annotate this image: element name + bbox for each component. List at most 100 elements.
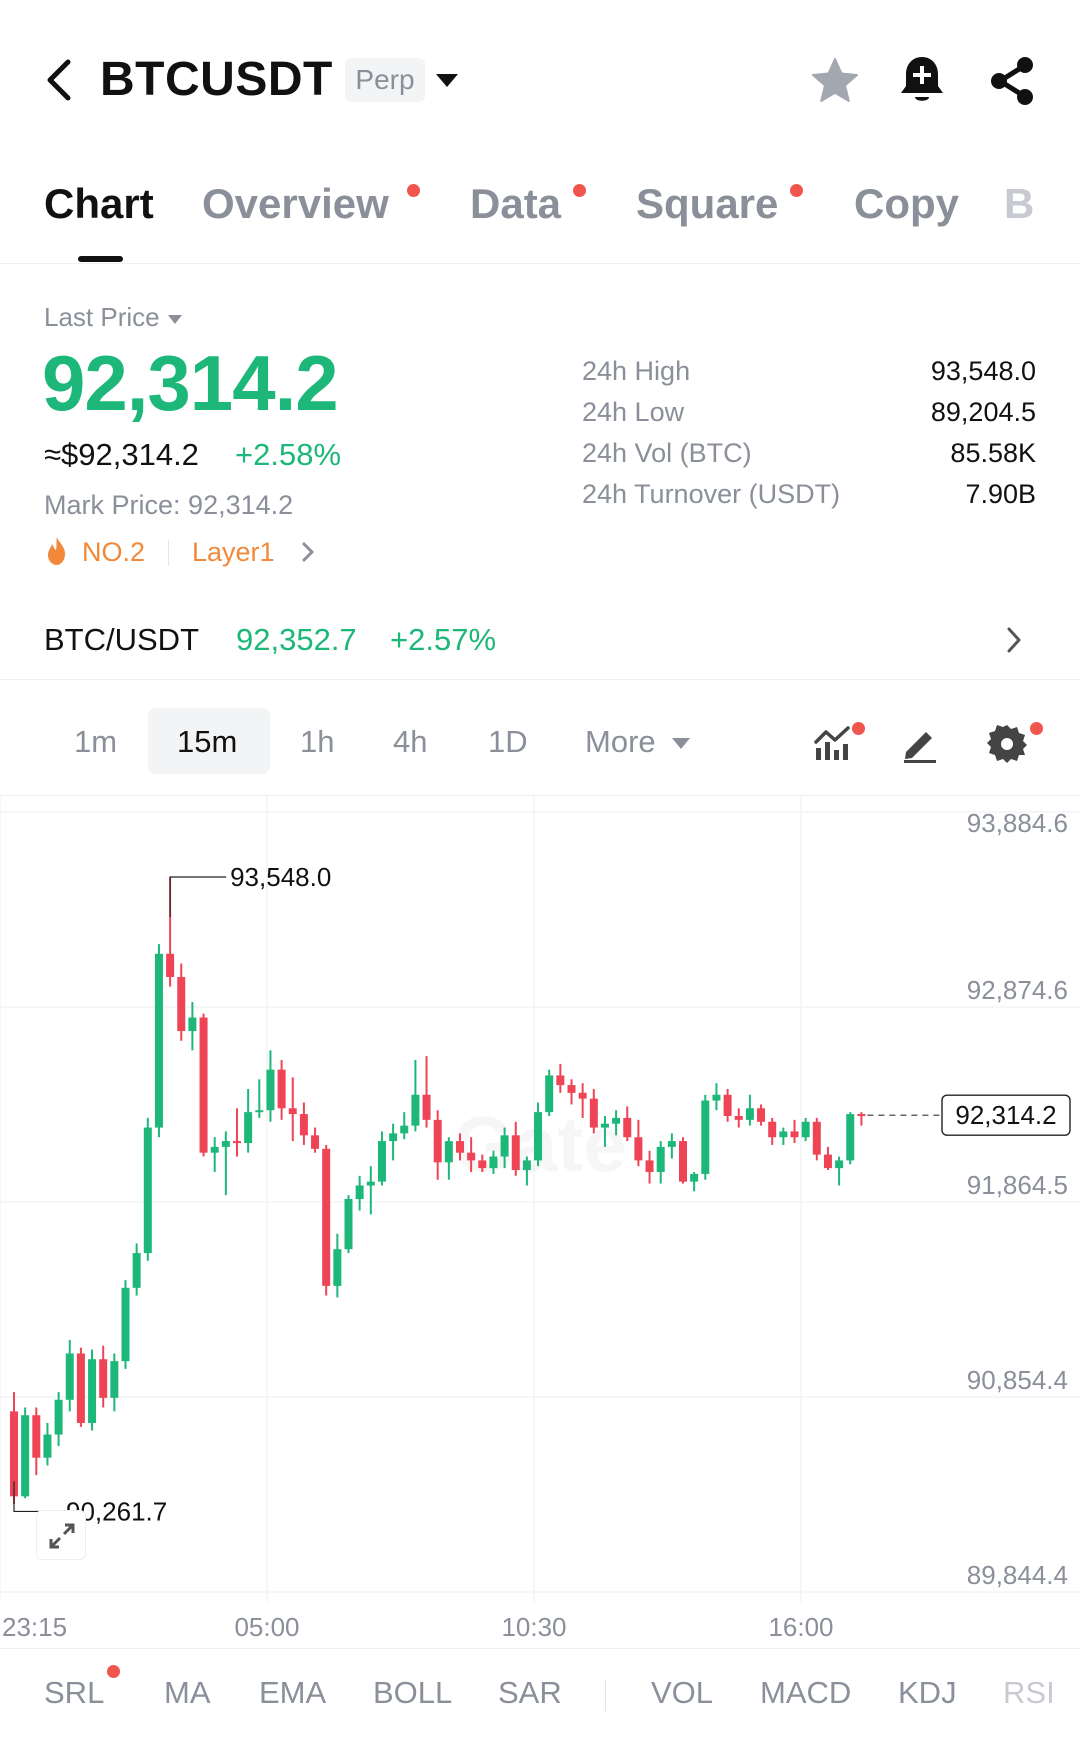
indicator-boll[interactable]: BOLL [373, 1675, 453, 1710]
chevron-right-icon[interactable] [300, 540, 316, 564]
candle-body [757, 1108, 766, 1122]
settings-gear-icon[interactable] [986, 722, 1028, 764]
candle [288, 1077, 297, 1142]
candle-body [221, 1141, 230, 1147]
candle-body [779, 1131, 788, 1138]
interval-more[interactable]: More [585, 724, 691, 760]
candle-body [88, 1359, 97, 1423]
candle [567, 1079, 576, 1105]
candle-body [288, 1108, 297, 1115]
candle [76, 1347, 85, 1427]
candle-body [768, 1121, 777, 1138]
indicator-ema[interactable]: EMA [259, 1675, 327, 1710]
candle [522, 1156, 531, 1186]
high-marker-line [169, 876, 227, 917]
tab-copy[interactable]: Copy [854, 180, 959, 227]
interval-1m[interactable]: 1m [74, 724, 118, 759]
candle [857, 1112, 866, 1126]
tab-data[interactable]: Data [470, 180, 562, 227]
candle [422, 1056, 431, 1128]
section-tabs: Chart Overview Data Square Copy B [0, 180, 1080, 264]
spot-market-row[interactable]: BTC/USDT 92,352.7 +2.57% [0, 610, 1080, 680]
candle [344, 1195, 353, 1254]
interval-1d[interactable]: 1D [488, 724, 528, 759]
candle [143, 1117, 152, 1261]
favorite-star-icon[interactable] [810, 56, 860, 106]
candle-body [277, 1069, 286, 1109]
candle-body [656, 1146, 665, 1172]
candle [634, 1119, 643, 1167]
interval-15m[interactable]: 15m [177, 724, 238, 759]
settings-notification-dot [1030, 722, 1043, 735]
candle-body [723, 1094, 732, 1116]
draw-pencil-icon[interactable] [898, 722, 940, 764]
indicator-macd[interactable]: MACD [760, 1675, 852, 1710]
mark-price-label: Mark Price: [44, 490, 181, 520]
candle [355, 1175, 364, 1211]
indicator-kdj[interactable]: KDJ [898, 1675, 957, 1710]
indicator-rsi[interactable]: RSI [1003, 1675, 1055, 1710]
tab-overview[interactable]: Overview [202, 180, 389, 227]
candle [734, 1108, 743, 1128]
candle [244, 1088, 253, 1153]
interval-4h[interactable]: 4h [393, 724, 428, 759]
last-price-value: 92,314.2 [42, 339, 339, 427]
tab-more-partial[interactable]: B [1004, 180, 1035, 227]
tab-chart[interactable]: Chart [44, 180, 154, 227]
share-icon[interactable] [988, 56, 1036, 106]
candle-body [712, 1094, 721, 1101]
candle-body [99, 1359, 108, 1398]
rank-badge[interactable]: NO.2 [82, 537, 146, 567]
candle [835, 1156, 844, 1186]
tab-square[interactable]: Square [636, 180, 779, 227]
indicator-chart-icon[interactable] [812, 722, 854, 764]
candle-body [255, 1110, 264, 1113]
indicator-srl[interactable]: SRL [44, 1675, 105, 1710]
candle [757, 1104, 766, 1126]
last-price-selector[interactable]: Last Price [44, 302, 182, 333]
stat-24h-low-label: 24h Low [582, 397, 685, 427]
y-axis-tick-label: 89,844.4 [967, 1560, 1068, 1590]
candle-body [612, 1117, 621, 1124]
candle [801, 1117, 810, 1142]
price-alert-bell-icon[interactable] [898, 54, 946, 106]
candle [812, 1117, 821, 1161]
candle [456, 1133, 464, 1161]
candle [43, 1422, 52, 1466]
candle [154, 944, 163, 1138]
back-arrow-icon[interactable] [40, 58, 80, 102]
candle [121, 1280, 130, 1369]
candle [21, 1407, 30, 1499]
indicator-vol[interactable]: VOL [651, 1675, 714, 1710]
sector-tag[interactable]: Layer1 [192, 537, 275, 567]
price-chart[interactable]: Gate 93,548.090,261.792,314.2 93,884.692… [0, 796, 1080, 1640]
candle-body [54, 1399, 63, 1435]
current-price-tag [941, 1094, 1071, 1136]
stat-24h-low-value: 89,204.5 [930, 397, 1036, 427]
candle [366, 1166, 375, 1215]
candle-body [188, 1017, 197, 1032]
indicator-sar[interactable]: SAR [498, 1675, 562, 1710]
fullscreen-button[interactable] [36, 1510, 86, 1560]
more-caret-icon [672, 738, 691, 750]
candle [667, 1133, 676, 1159]
candle-body [411, 1094, 420, 1126]
candle [701, 1094, 710, 1180]
candlestick-chart[interactable]: Gate 93,548.090,261.792,314.2 93,884.692… [0, 796, 1080, 1640]
pair-dropdown-caret-icon[interactable] [436, 74, 458, 87]
candle-body [835, 1160, 844, 1169]
candle-body [121, 1287, 130, 1362]
mark-price-value: 92,314.2 [188, 490, 294, 520]
high-marker-label: 93,548.0 [230, 862, 331, 892]
candle-body [489, 1156, 498, 1169]
candle-body [534, 1112, 543, 1161]
chevron-right-icon [1007, 627, 1021, 653]
candle-body [567, 1085, 576, 1093]
interval-1h[interactable]: 1h [300, 724, 335, 759]
candle-body [400, 1125, 409, 1134]
candle-body [32, 1415, 41, 1458]
contract-type-badge[interactable]: Perp [345, 58, 425, 102]
pair-title[interactable]: BTCUSDT [100, 53, 333, 106]
indicator-ma[interactable]: MA [164, 1675, 211, 1710]
candle-body [311, 1135, 320, 1149]
